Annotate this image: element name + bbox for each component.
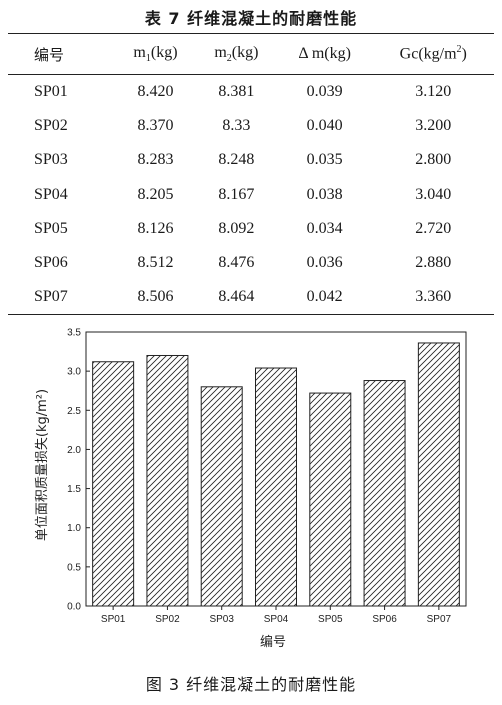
x-axis-label: 编号: [260, 635, 286, 650]
cell-gc: 2.720: [415, 219, 452, 237]
y-axis-label: 单位面积质量损失(kg/m²): [35, 389, 50, 541]
cell-m2: 8.167: [218, 185, 255, 203]
table-header-row: 编号 m1(kg) m2(kg) Δ m(kg) Gc(kg/m2): [8, 33, 494, 75]
x-tick-label: SP05: [318, 614, 343, 625]
cell-gc: 3.040: [415, 185, 452, 203]
cell-gc: 2.800: [415, 151, 452, 169]
cell-id: SP03: [34, 151, 68, 169]
table-row: SP02 8.370 8.33 0.040 3.200: [8, 109, 494, 143]
header-m2: m2(kg): [195, 33, 277, 75]
bar-sp01: [92, 361, 135, 607]
header-delta-m: Δ m(kg): [276, 33, 373, 75]
cell-id: SP06: [34, 254, 68, 272]
cell-dm: 0.038: [306, 185, 343, 203]
x-tick-label: SP02: [155, 614, 180, 625]
mass-loss-bar-chart: 0.0 0.5 1.0 1.5 2.0 2.5 3.0 3.5 SP01 SP02 SP03 SP04…: [35, 328, 467, 650]
x-tick-label: SP07: [427, 614, 452, 625]
bar-sp06: [363, 380, 406, 607]
y-tick-label: 2.0: [67, 445, 81, 456]
table-row: SP05 8.126 8.092 0.034 2.720: [8, 212, 494, 246]
cell-m1: 8.420: [137, 83, 174, 101]
cell-m2: 8.092: [218, 219, 255, 237]
cell-dm: 0.035: [306, 151, 343, 169]
cell-id: SP01: [34, 83, 68, 101]
cell-gc: 3.360: [372, 280, 494, 316]
cell-m1: 8.512: [137, 254, 174, 272]
y-tick-label: 1.5: [67, 484, 81, 495]
y-tick-label: 0.0: [67, 602, 81, 613]
table-row: SP07 8.506 8.464 0.042 3.360: [8, 280, 494, 316]
cell-id: SP04: [34, 185, 68, 203]
cell-m2: 8.248: [218, 151, 255, 169]
x-tick-label: SP01: [101, 614, 126, 625]
y-tick-label: 1.0: [67, 523, 81, 534]
cell-m1: 8.506: [115, 280, 196, 316]
cell-m1: 8.205: [137, 185, 174, 203]
x-tick-label: SP04: [264, 614, 289, 625]
bar-sp05: [309, 392, 352, 607]
x-tick-label: SP03: [209, 614, 234, 625]
y-tick-label: 3.0: [67, 367, 81, 378]
bar-sp03: [200, 386, 243, 607]
cell-gc: 3.120: [415, 83, 452, 101]
figure-caption: 图 3 纤维混凝土的耐磨性能: [145, 675, 357, 694]
table-title: 表 7 纤维混凝土的耐磨性能: [144, 9, 358, 28]
wear-resistance-table: 编号 m1(kg) m2(kg) Δ m(kg) Gc(kg/m2) SP01 …: [8, 33, 494, 316]
bar-sp02: [146, 354, 189, 607]
cell-id: SP07: [8, 280, 115, 316]
table-row: SP04 8.205 8.167 0.038 3.040: [8, 178, 494, 212]
cell-dm: 0.034: [306, 219, 343, 237]
y-tick-label: 2.5: [67, 406, 81, 417]
cell-id: SP02: [34, 117, 68, 135]
header-gc: Gc(kg/m2): [372, 33, 494, 75]
cell-m2: 8.381: [218, 83, 255, 101]
cell-dm: 0.036: [306, 254, 343, 272]
cell-m1: 8.370: [137, 117, 174, 135]
cell-dm: 0.042: [276, 280, 373, 316]
cell-gc: 2.880: [415, 254, 452, 272]
y-tick-label: 0.5: [67, 562, 81, 573]
cell-gc: 3.200: [415, 117, 452, 135]
cell-id: SP05: [34, 219, 68, 237]
table-row: SP01 8.420 8.381 0.039 3.120: [8, 75, 494, 110]
plot-area: 0.0 0.5 1.0 1.5 2.0 2.5 3.0 3.5 SP01 SP02 SP03 SP04…: [67, 328, 467, 625]
cell-dm: 0.040: [306, 117, 343, 135]
y-tick-label: 3.5: [67, 328, 81, 339]
bar-sp07: [417, 342, 460, 607]
x-tick-label: SP06: [372, 614, 397, 625]
cell-m1: 8.283: [137, 151, 174, 169]
table-row: SP06 8.512 8.476 0.036 2.880: [8, 246, 494, 280]
cell-m2: 8.476: [218, 254, 255, 272]
table-row: SP03 8.283 8.248 0.035 2.800: [8, 143, 494, 177]
cell-m2: 8.33: [222, 117, 251, 135]
cell-m2: 8.464: [195, 280, 277, 316]
cell-m1: 8.126: [137, 219, 174, 237]
cell-dm: 0.039: [306, 83, 343, 101]
header-id: 编号: [8, 33, 115, 75]
header-m1: m1(kg): [115, 33, 196, 75]
bar-sp04: [255, 367, 297, 607]
